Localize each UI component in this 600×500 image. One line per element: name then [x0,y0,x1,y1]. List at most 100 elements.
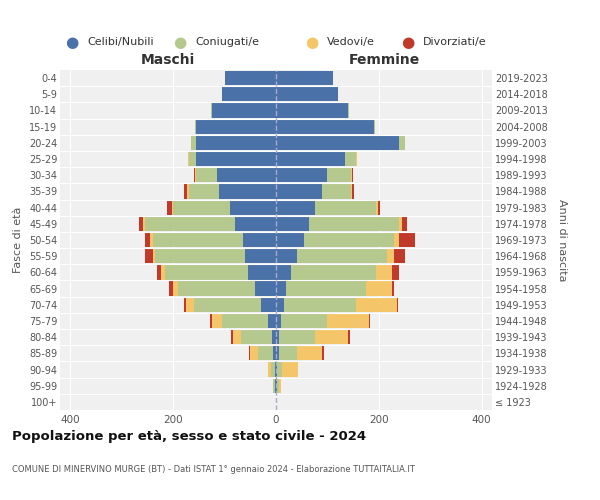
Bar [278,378,281,393]
Bar [274,346,276,360]
Bar [350,184,352,198]
Bar [211,104,212,118]
Bar [268,362,271,376]
Bar [250,346,258,360]
Text: ●: ● [401,35,415,50]
Bar [376,266,392,280]
Y-axis label: Fasce di età: Fasce di età [13,207,23,273]
Bar [356,152,357,166]
Text: ●: ● [65,35,79,50]
Bar [276,152,346,166]
Bar [310,216,400,231]
Bar [392,266,400,280]
Bar [275,378,276,393]
Bar [184,184,187,198]
Text: ●: ● [173,35,187,50]
Bar [222,314,268,328]
Bar [242,233,276,247]
Bar [376,200,378,214]
Bar [210,314,212,328]
Bar [350,168,352,182]
Bar [245,249,276,264]
Bar [196,120,276,134]
Y-axis label: Anni di nascita: Anni di nascita [557,198,567,281]
Bar [292,266,376,280]
Bar [139,216,143,231]
Bar [276,71,332,85]
Bar [178,282,256,296]
Bar [304,233,394,247]
Bar [276,168,328,182]
Bar [187,184,188,198]
Bar [368,314,370,328]
Bar [278,346,296,360]
Bar [276,249,296,264]
Bar [260,298,276,312]
Bar [366,282,392,296]
Bar [352,168,353,182]
Bar [394,249,404,264]
Bar [256,282,276,296]
Bar [150,233,152,247]
Text: Maschi: Maschi [141,54,195,68]
Bar [217,168,276,182]
Bar [378,200,380,214]
Bar [271,362,275,376]
Bar [161,266,166,280]
Bar [276,120,374,134]
Bar [231,330,233,344]
Bar [194,298,260,312]
Bar [276,266,292,280]
Bar [276,200,314,214]
Bar [394,233,400,247]
Bar [173,282,178,296]
Bar [276,87,338,102]
Bar [276,346,278,360]
Bar [276,314,281,328]
Bar [173,200,230,214]
Bar [277,378,278,393]
Bar [296,346,322,360]
Bar [314,200,376,214]
Bar [374,120,375,134]
Bar [172,200,173,214]
Bar [166,266,248,280]
Bar [402,216,407,231]
Bar [276,216,310,231]
Bar [348,104,349,118]
Bar [152,233,242,247]
Bar [352,184,353,198]
Bar [233,330,241,344]
Bar [356,298,397,312]
Text: Femmine: Femmine [349,54,419,68]
Bar [278,330,314,344]
Bar [145,216,235,231]
Bar [195,120,196,134]
Bar [400,233,415,247]
Bar [145,249,152,264]
Bar [276,184,322,198]
Bar [275,362,276,376]
Bar [296,249,386,264]
Bar [212,314,222,328]
Bar [196,136,276,150]
Bar [186,298,194,312]
Bar [169,282,173,296]
Bar [276,233,304,247]
Bar [276,136,400,150]
Text: Divorziati/e: Divorziati/e [423,38,487,48]
Bar [220,184,276,198]
Text: Vedovi/e: Vedovi/e [327,38,375,48]
Bar [145,233,150,247]
Bar [230,200,276,214]
Text: Coniugati/e: Coniugati/e [195,38,259,48]
Bar [212,104,276,118]
Bar [258,346,274,360]
Bar [276,104,348,118]
Bar [276,298,284,312]
Bar [400,136,404,150]
Text: COMUNE DI MINERVINO MURGE (BT) - Dati ISTAT 1° gennaio 2024 - Elaborazione TUTTA: COMUNE DI MINERVINO MURGE (BT) - Dati IS… [12,465,415,474]
Bar [322,346,324,360]
Bar [276,378,277,393]
Bar [276,282,286,296]
